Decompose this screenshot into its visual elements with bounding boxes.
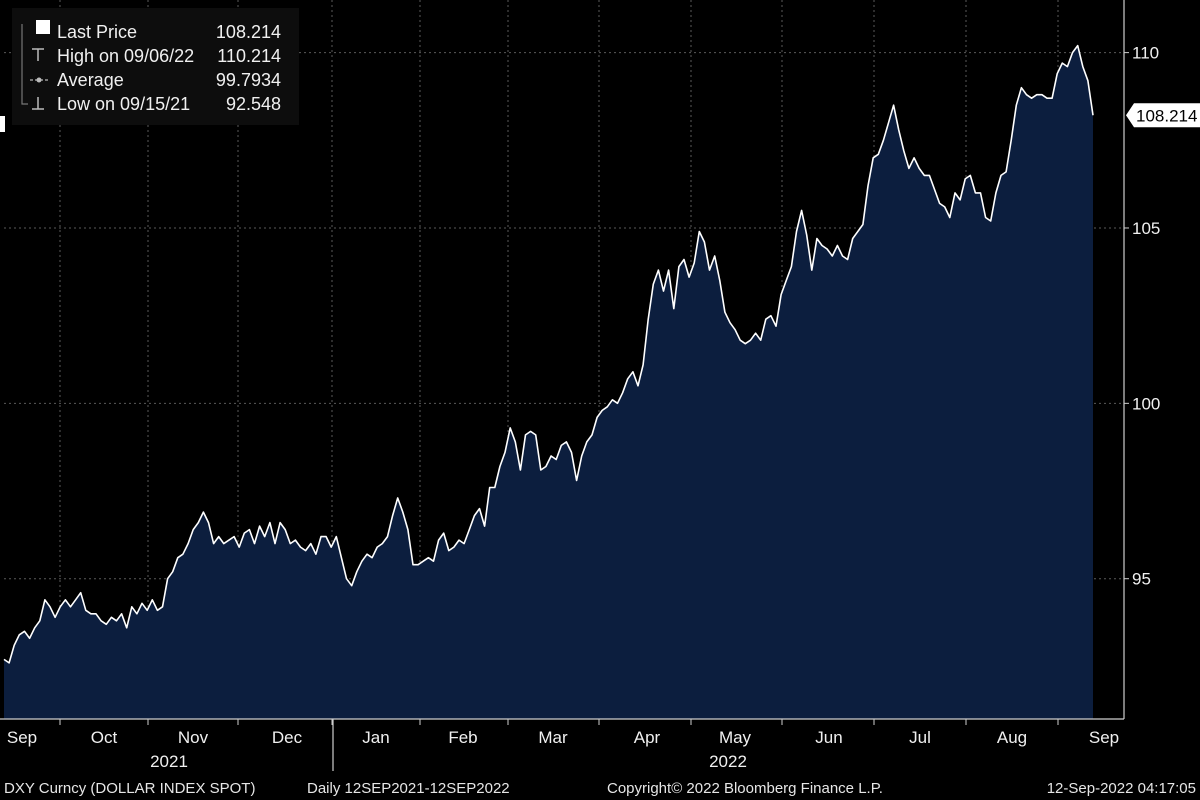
x-tick-label: Jun [815,728,842,747]
footer-ticker: DXY Curncy (DOLLAR INDEX SPOT) [4,780,255,797]
x-tick-label: Sep [1089,728,1119,747]
last-price-swatch-icon [36,20,50,34]
footer-copyright: Copyright© 2022 Bloomberg Finance L.P. [607,780,883,797]
legend-row-high: High on 09/06/22 110.214 [32,46,281,66]
footer: DXY Curncy (DOLLAR INDEX SPOT) Daily 12S… [4,780,1196,797]
legend-row-low: Low on 09/15/21 92.548 [32,94,281,114]
legend-row-last-price: Last Price 108.214 [36,20,281,42]
y-tick-label: 105 [1132,219,1160,238]
y-tick-label: 95 [1132,570,1151,589]
x-tick-label: Jul [909,728,931,747]
price-area [4,45,1093,720]
legend-background [12,8,299,125]
x-tick-label: Feb [448,728,477,747]
legend-row-average: Average 99.7934 [30,70,281,90]
x-tick-label: Aug [997,728,1027,747]
high-marker-icon [32,48,44,61]
year-label: 2022 [709,752,747,771]
left-edge-marker [0,116,5,132]
footer-range: Daily 12SEP2021-12SEP2022 [307,780,510,797]
x-tick-label: Oct [91,728,118,747]
legend-value: 92.548 [226,94,281,114]
last-value-box [1126,103,1200,128]
legend-value: 108.214 [216,22,281,42]
x-tick-label: Sep [7,728,37,747]
legend-bracket [21,24,28,105]
legend-label: Last Price [57,22,137,42]
x-tick-label: Nov [178,728,209,747]
year-label: 2021 [150,752,188,771]
x-tick-label: May [719,728,752,747]
y-tick-label: 100 [1132,394,1160,413]
average-dot-icon [36,77,42,83]
legend-value: 99.7934 [216,70,281,90]
legend-label: Low on 09/15/21 [57,94,190,114]
x-tick-label: Jan [362,728,389,747]
y-tick-label: 110 [1132,44,1159,63]
year-labels: 2021 2022 [150,752,747,771]
last-value-label: 108.214 [1136,106,1197,125]
footer-timestamp: 12-Sep-2022 04:17:05 [1047,780,1196,797]
x-axis-ticks: Sep Oct Nov Dec Jan Feb Mar Apr May Jun Jul Aug Sep [7,728,1119,747]
legend-label: Average [57,70,124,90]
x-tick-label: Apr [634,728,661,747]
price-line [3,44,1094,664]
x-tick-label: Mar [538,728,568,747]
low-marker-icon [32,97,44,110]
legend-value: 110.214 [217,46,281,66]
x-tick-label: Dec [272,728,303,747]
y-axis-ticks: 95 100 105 110 [1124,44,1160,589]
last-value-callout: 108.214 [1126,103,1200,128]
legend-label: High on 09/06/22 [57,46,194,66]
legend: Last Price 108.214 High on 09/06/22 110.… [12,8,299,125]
axes [0,0,1125,771]
